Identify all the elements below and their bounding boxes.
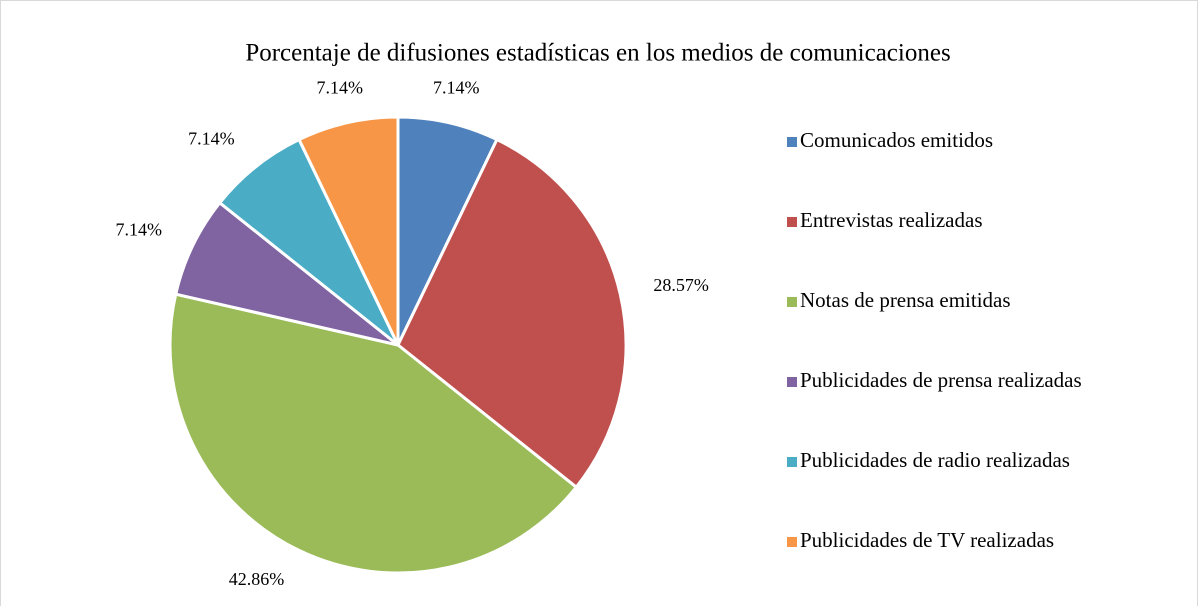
chart-title: Porcentaje de difusiones estadísticas en… <box>245 40 950 67</box>
pie-slice <box>297 115 400 346</box>
pie-slice <box>217 137 400 347</box>
legend-swatch <box>787 297 797 307</box>
legend-label: Publicidades de prensa realizadas <box>800 368 1082 392</box>
legend-swatch <box>787 457 797 467</box>
data-label: 28.57% <box>653 275 709 295</box>
pie-slice <box>396 115 499 346</box>
pie-slice <box>168 292 579 575</box>
data-label: 7.14% <box>433 78 480 98</box>
legend-label: Notas de prensa emitidas <box>800 288 1011 312</box>
legend-swatch <box>787 217 797 227</box>
legend-swatch <box>787 377 797 387</box>
legend-label: Publicidades de TV realizadas <box>800 528 1054 552</box>
data-label: 7.14% <box>115 219 162 239</box>
pie-slice <box>396 137 628 490</box>
legend-label: Comunicados emitidos <box>800 128 993 152</box>
pie-slice <box>173 200 399 347</box>
data-label: 7.14% <box>316 78 363 98</box>
legend-label: Entrevistas realizadas <box>800 208 983 232</box>
legend-swatch <box>787 137 797 147</box>
legend-label: Publicidades de radio realizadas <box>800 448 1070 472</box>
data-label: 7.14% <box>188 128 235 148</box>
legend-swatch <box>787 537 797 547</box>
data-label: 42.86% <box>229 569 285 589</box>
